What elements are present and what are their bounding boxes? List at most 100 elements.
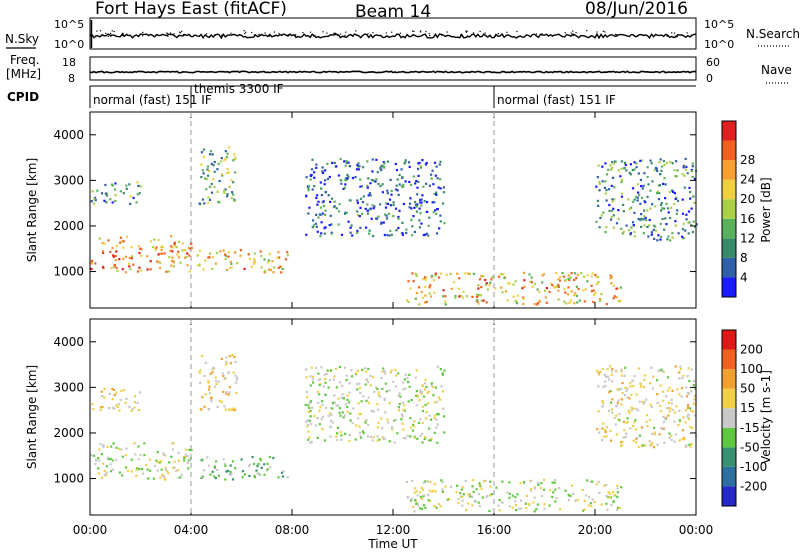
vel-echo-cell [415, 369, 418, 372]
power-echo-cell [406, 299, 409, 302]
power-echo-cell [615, 296, 618, 299]
power-echo-cell [136, 193, 139, 196]
power-echo-cell [107, 239, 110, 242]
power-echo-cell [604, 162, 607, 165]
vel-echo-cell [330, 369, 333, 372]
power-echo-cell [457, 287, 460, 290]
vel-echo-cell [433, 416, 436, 420]
power-echo-cell [433, 193, 436, 196]
power-echo-cell [692, 220, 695, 223]
colorbar-swatch [722, 140, 736, 161]
power-echo-cell [311, 158, 314, 161]
power-echo-cell [260, 255, 263, 258]
vel-echo-cell [324, 381, 327, 384]
vel-echo-cell [103, 396, 106, 399]
power-echo-cell [503, 276, 506, 280]
vel-echo-cell [352, 407, 355, 410]
vel-echo-cell [224, 377, 227, 380]
vel-echo-cell [105, 471, 108, 474]
vel-echo-cell [688, 443, 691, 446]
power-echo-cell [239, 249, 242, 252]
vel-echo-cell [533, 486, 536, 489]
nsearch-point [182, 33, 185, 36]
power-echo-cell [439, 220, 442, 223]
power-echo-cell [653, 168, 656, 172]
x-axis-label: Time UT [367, 537, 418, 551]
power-echo-cell [167, 270, 170, 273]
vel-echo-cell [430, 437, 433, 440]
power-echo-cell [94, 262, 97, 265]
power-echo-cell [428, 292, 431, 295]
vel-echo-cell [383, 437, 386, 440]
power-echo-cell [135, 201, 138, 204]
power-echo-cell [186, 252, 189, 255]
power-echo-cell [253, 252, 256, 255]
vel-echo-cell [608, 378, 611, 381]
power-echo-cell [367, 194, 370, 197]
power-echo-cell [530, 276, 533, 279]
power-echo-cell [132, 196, 135, 200]
power-echo-cell [190, 242, 193, 245]
power-echo-cell [462, 290, 465, 293]
vel-echo-cell [153, 464, 156, 467]
vel-echo-cell [428, 414, 431, 417]
vel-echo-cell [335, 404, 338, 407]
vel-echo-cell [601, 399, 604, 403]
power-echo-cell [159, 252, 162, 255]
vel-echo-cell [514, 504, 517, 507]
vel-echo-cell [442, 407, 445, 410]
vel-echo-cell [177, 459, 180, 462]
power-echo-cell [230, 196, 233, 199]
vel-echo-cell [391, 427, 394, 430]
power-echo-cell [633, 198, 636, 201]
power-echo-cell [146, 268, 149, 271]
vel-echo-cell [200, 354, 204, 357]
vel-echo-cell [225, 392, 228, 395]
power-echo-cell [183, 256, 186, 259]
power-echo-cell [213, 160, 216, 164]
vel-echo-cell [384, 382, 387, 385]
power-echo-cell [622, 210, 625, 213]
power-echo-region [595, 157, 698, 242]
vel-echo-cell [671, 408, 674, 411]
vel-echo-cell [115, 446, 118, 449]
x-tick-label: 00:00 [679, 523, 714, 537]
power-echo-cell [136, 270, 140, 273]
power-echo-cell [611, 209, 614, 212]
vel-echo-cell [620, 398, 623, 401]
power-echo-cell [514, 280, 517, 283]
power-echo-cell [356, 163, 359, 167]
power-echo-cell [368, 232, 371, 235]
power-echo-cell [340, 179, 343, 182]
power-echo-cell [149, 268, 152, 271]
power-echo-cell [684, 229, 687, 232]
vel-echo-cell [107, 407, 111, 410]
vel-echo-cell [374, 386, 378, 389]
vel-echo-cell [678, 409, 681, 412]
power-echo-cell [401, 221, 404, 224]
vel-echo-cell [425, 385, 428, 388]
power-echo-cell [313, 171, 316, 174]
vel-echo-cell [554, 500, 557, 503]
vel-echo-cell [137, 458, 140, 461]
vel-echo-cell [611, 491, 615, 494]
vel-echo-cell [620, 368, 623, 371]
power-echo-cell [442, 202, 445, 205]
vel-echo-cell [202, 469, 206, 472]
vel-echo-cell [225, 391, 228, 394]
power-echo-cell [369, 194, 372, 197]
power-echo-cell [643, 209, 646, 212]
power-echo-cell [178, 240, 181, 243]
cpid-segment-label: normal (fast) 151 IF [93, 93, 212, 107]
power-echo-cell [113, 188, 117, 191]
vel-echo-cell [638, 400, 641, 403]
power-echo-cell [681, 173, 684, 176]
vel-echo-cell [440, 479, 443, 482]
power-echo-cell [615, 287, 618, 290]
vel-echo-cell [528, 503, 531, 506]
vel-echo-cell [597, 480, 600, 483]
power-echo-cell [129, 195, 132, 198]
power-echo-cell [635, 166, 638, 169]
power-echo-cell [544, 296, 548, 299]
nsearch-point [586, 30, 588, 32]
